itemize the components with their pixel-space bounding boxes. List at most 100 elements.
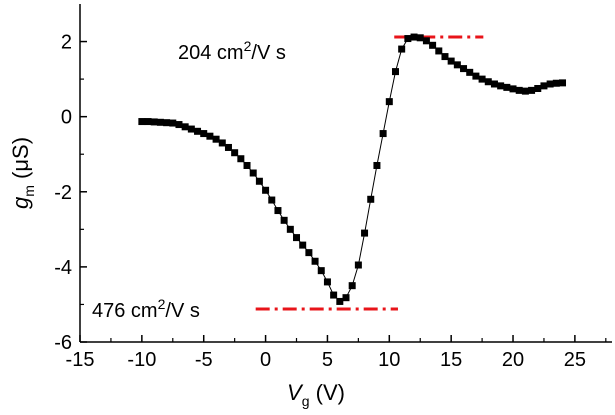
data-point xyxy=(534,85,542,92)
data-point xyxy=(373,161,381,169)
data-point xyxy=(552,79,560,87)
y-axis-title-unit: (μS) xyxy=(8,137,33,185)
data-point xyxy=(410,33,418,41)
axis-titles: Vg (V) gm (μS) xyxy=(8,137,345,409)
data-point xyxy=(391,68,399,76)
data-point xyxy=(181,123,189,131)
data-point xyxy=(429,41,437,49)
data-point xyxy=(515,86,523,94)
data-point xyxy=(150,118,158,126)
data-point xyxy=(361,229,369,237)
x-tick-label: 5 xyxy=(322,349,333,371)
x-tick-label: 10 xyxy=(378,349,400,371)
y-tick-label: 2 xyxy=(61,32,72,54)
data-point xyxy=(268,196,276,204)
data-point xyxy=(323,278,331,286)
data-point xyxy=(138,118,146,126)
x-tick-label: 20 xyxy=(502,349,524,371)
y-tick-label: -6 xyxy=(54,332,72,354)
x-tick-label: -15 xyxy=(66,349,95,371)
x-tick-label: 25 xyxy=(564,349,586,371)
data-point xyxy=(299,241,307,249)
data-point xyxy=(175,121,183,129)
data-point xyxy=(447,57,455,65)
tick-labels: -15 -10 -5 0 5 10 15 20 25 -6 -4 -2 0 2 xyxy=(54,32,586,371)
data-points xyxy=(138,33,567,305)
annotation-label-bottom-suffix: /V s xyxy=(165,300,199,322)
data-point xyxy=(453,61,461,69)
data-point xyxy=(466,68,474,76)
data-point xyxy=(478,75,486,83)
annotation-label-bottom: 476 cm2/V s xyxy=(92,296,200,322)
data-point xyxy=(249,169,257,177)
annotation-lines xyxy=(255,35,484,311)
data-point xyxy=(540,82,548,90)
data-point xyxy=(144,118,152,126)
data-point xyxy=(546,80,554,88)
annotation-label-top: 204 cm2/V s xyxy=(178,38,286,64)
data-point xyxy=(311,257,319,265)
data-point xyxy=(503,83,511,91)
data-point xyxy=(497,82,505,90)
data-point xyxy=(212,135,220,143)
x-tick-label: 15 xyxy=(440,349,462,371)
x-tick-label: -5 xyxy=(195,349,213,371)
data-point xyxy=(472,72,480,80)
data-point xyxy=(194,127,202,135)
data-point xyxy=(218,139,226,147)
data-point xyxy=(280,216,288,224)
data-point xyxy=(237,155,245,163)
y-tick-label: -2 xyxy=(54,182,72,204)
data-point xyxy=(317,267,325,275)
data-point xyxy=(490,80,498,88)
annotation-label-top-sup: 2 xyxy=(244,38,252,54)
x-tick-label: 0 xyxy=(260,349,271,371)
y-axis-title-main: g xyxy=(8,196,33,209)
data-point xyxy=(262,186,270,194)
axes xyxy=(79,4,612,343)
tick-marks xyxy=(79,40,607,343)
data-point xyxy=(422,37,430,45)
data-point xyxy=(286,225,294,233)
x-axis-title-sub: g xyxy=(302,393,310,409)
data-point xyxy=(336,297,344,305)
x-axis-title-unit: (V) xyxy=(310,380,345,405)
data-point xyxy=(305,249,313,257)
data-point xyxy=(243,161,251,169)
data-point xyxy=(200,130,208,138)
annotation-label-bottom-text: 476 cm xyxy=(92,300,158,322)
data-point xyxy=(460,65,468,73)
data-point xyxy=(385,98,393,106)
y-axis-title: gm (μS) xyxy=(8,137,37,209)
data-point xyxy=(330,291,338,299)
data-point xyxy=(206,132,214,140)
y-axis-title-sub: m xyxy=(21,185,37,197)
y-tick-label: 0 xyxy=(61,107,72,129)
x-tick-label: -10 xyxy=(127,349,156,371)
y-tick-label: -4 xyxy=(54,257,72,279)
data-point xyxy=(274,207,282,215)
data-point xyxy=(484,78,492,86)
data-point xyxy=(231,149,239,157)
data-point xyxy=(398,45,406,53)
data-point xyxy=(509,85,517,93)
data-point xyxy=(255,177,263,185)
data-point xyxy=(528,86,536,94)
data-point xyxy=(354,261,362,269)
data-point xyxy=(404,35,412,43)
data-point xyxy=(187,125,195,133)
series-connecting-line xyxy=(141,36,563,303)
data-point xyxy=(156,118,164,126)
annotation-label-top-text: 204 cm xyxy=(178,42,244,64)
x-axis-title: Vg (V) xyxy=(287,380,345,409)
data-point xyxy=(342,294,350,302)
data-point xyxy=(379,130,387,138)
x-axis-title-main: V xyxy=(287,380,304,405)
data-point xyxy=(293,234,301,242)
data-point xyxy=(416,34,424,42)
annotation-label-top-suffix: /V s xyxy=(251,42,285,64)
data-point xyxy=(169,119,177,127)
data-point xyxy=(224,143,232,151)
data-point xyxy=(521,87,529,95)
